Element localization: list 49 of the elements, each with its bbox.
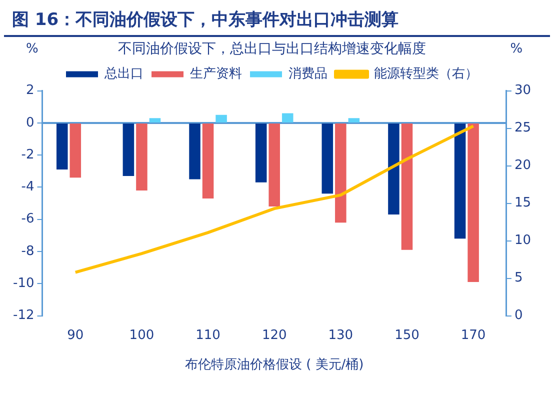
bar xyxy=(136,123,148,190)
bar xyxy=(282,113,294,122)
bar xyxy=(56,123,68,170)
legend-label: 总出口 xyxy=(104,66,144,82)
bar xyxy=(122,123,134,176)
bar xyxy=(202,123,214,198)
y-tick-label: -6 xyxy=(21,212,34,227)
bar xyxy=(468,123,479,282)
x-tick-label: 130 xyxy=(328,328,354,343)
y-axis-title: % xyxy=(26,42,38,57)
chart-subtitle: 不同油价假设下，总出口与出口结构增速变化幅度 xyxy=(118,41,426,58)
y2-tick-label: 0 xyxy=(514,308,523,324)
bar xyxy=(70,123,82,178)
bar xyxy=(454,123,466,239)
y2-tick-label: 10 xyxy=(514,233,532,248)
y-tick-label: -12 xyxy=(13,308,34,324)
x-tick-label: 100 xyxy=(129,328,154,343)
y-tick-label: 0 xyxy=(26,115,34,130)
bar xyxy=(335,123,346,223)
bar xyxy=(322,123,334,194)
bar xyxy=(149,118,161,122)
y2-tick-label: 30 xyxy=(514,83,532,98)
y-tick-label: -2 xyxy=(21,147,34,162)
x-tick-label: 170 xyxy=(460,328,486,343)
bar xyxy=(401,123,413,250)
y-tick-label: -4 xyxy=(21,180,34,195)
y-tick-label: -10 xyxy=(13,276,34,292)
x-axis-title: 布伦特原油价格假设 ( 美元/桶) xyxy=(184,356,364,373)
y2-tick-label: 15 xyxy=(514,196,532,211)
x-tick-label: 110 xyxy=(196,328,220,343)
bar xyxy=(268,123,280,207)
y-tick-label: 2 xyxy=(26,83,34,98)
x-tick-label: 150 xyxy=(394,328,420,343)
bar xyxy=(189,123,200,180)
bar xyxy=(255,123,267,182)
legend-label: 消费品 xyxy=(288,66,328,82)
bar xyxy=(348,118,360,122)
bar xyxy=(216,114,227,122)
legend-label: 生产资料 xyxy=(190,66,242,82)
bar xyxy=(388,123,400,215)
y2-tick-label: 25 xyxy=(514,120,532,136)
y-tick-label: -8 xyxy=(21,244,34,259)
y2-tick-label: 20 xyxy=(514,158,532,174)
y2-tick-label: 5 xyxy=(514,270,523,286)
y2-axis-title: % xyxy=(510,42,523,57)
x-tick-label: 90 xyxy=(67,328,84,343)
legend-label: 能源转型类（右） xyxy=(374,66,478,82)
x-tick-label: 120 xyxy=(262,328,287,343)
chart-title: 图 16：不同油价假设下，中东事件对出口冲击测算 xyxy=(4,0,550,37)
